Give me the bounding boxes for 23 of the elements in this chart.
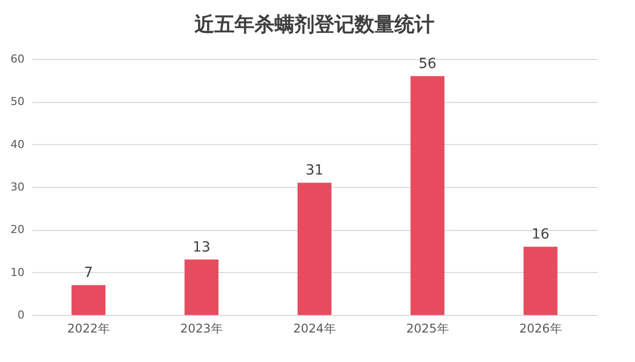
y-tick-label: 30 — [10, 180, 24, 194]
x-tick-label: 2025年 — [406, 322, 449, 336]
y-tick-label: 20 — [10, 223, 24, 236]
y-tick-label: 40 — [10, 138, 24, 151]
bar — [184, 260, 218, 315]
bar — [410, 76, 444, 315]
bar — [72, 285, 106, 315]
data-label: 16 — [532, 226, 550, 243]
x-tick-label: 2024年 — [293, 322, 336, 336]
y-tick-label: 0 — [18, 308, 24, 322]
bar — [298, 182, 332, 315]
x-tick-label: 2023年 — [180, 322, 223, 336]
y-tick-label: 10 — [10, 266, 24, 279]
bar — [524, 246, 558, 315]
data-label: 7 — [84, 265, 93, 282]
chart-title: 近五年杀螨剂登记数量统计 — [194, 12, 434, 36]
y-tick-label: 50 — [10, 95, 24, 108]
data-label: 56 — [418, 56, 436, 72]
x-tick-label: 2022年 — [67, 322, 110, 336]
x-tick-label: 2026年 — [519, 322, 562, 336]
data-label: 31 — [306, 162, 324, 179]
data-label: 13 — [192, 240, 210, 256]
y-tick-label: 60 — [10, 52, 24, 66]
